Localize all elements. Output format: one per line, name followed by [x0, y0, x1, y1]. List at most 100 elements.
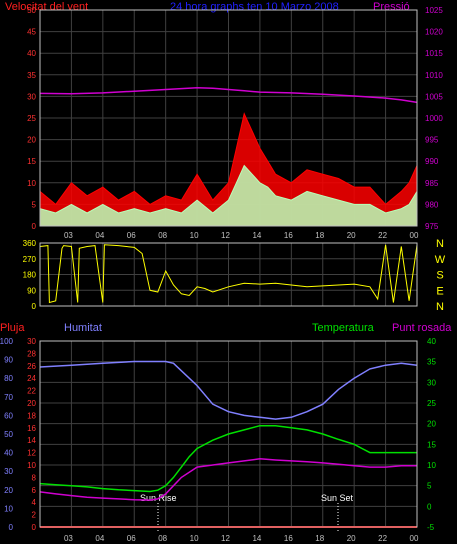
temperature-y-axis: -5 0 5 10 15 20 25 30 35 40 [427, 337, 436, 532]
pressure-tick-label: 1025 [425, 6, 443, 15]
pressure-tick-label: 975 [425, 222, 439, 231]
sunset-label: Sun Set [321, 493, 354, 503]
humidity-y-axis: 0 10 20 30 40 50 60 70 80 90 100 [0, 337, 14, 532]
pressure-axis-title: Pressió [373, 1, 410, 13]
temperature-tick-label: -5 [427, 523, 435, 532]
rain-tick-label: 20 [27, 399, 36, 408]
temp-humidity-panel: Pluja Humitat Temperatura Punt rosada 0 1… [0, 322, 452, 543]
wind-tick-label: 20 [27, 136, 36, 145]
hour-tick-label: 20 [347, 534, 356, 543]
temp-grid [40, 340, 418, 528]
humidity-tick-label: 80 [4, 374, 13, 383]
series-punt-rosada [39, 458, 417, 501]
direction-tick-label: 90 [27, 286, 36, 295]
temperature-tick-label: 20 [427, 420, 436, 429]
wind-tick-label: 30 [27, 92, 36, 101]
pressure-y-axis: 975 980 985 990 995 1000 1005 1010 1015 1020 1025 [425, 6, 443, 231]
wind-tick-label: 40 [27, 49, 36, 58]
hour-tick-label: 10 [190, 534, 199, 543]
compass-label: N [436, 238, 444, 250]
hour-tick-label: 14 [252, 231, 261, 240]
hour-tick-label: 22 [378, 534, 387, 543]
rain-tick-label: 6 [32, 486, 37, 495]
compass-label: W [435, 254, 446, 266]
humidity-tick-label: 90 [4, 356, 13, 365]
rain-tick-label: 28 [27, 349, 36, 358]
temperature-tick-label: 15 [427, 440, 436, 449]
temperature-tick-label: 40 [427, 337, 436, 346]
temperature-tick-label: 25 [427, 399, 436, 408]
compass-label: N [436, 301, 444, 313]
hour-tick-label: 10 [190, 231, 199, 240]
hour-tick-label: 03 [64, 534, 73, 543]
hour-tick-label: 14 [252, 534, 261, 543]
temperature-tick-label: 10 [427, 461, 436, 470]
direction-plot-frame [39, 242, 418, 307]
rain-axis-title: Pluja [0, 322, 25, 334]
rain-tick-label: 2 [32, 511, 37, 520]
rain-tick-label: 0 [32, 523, 37, 532]
chart-title: 24 hora graphs ten 10 Marzo 2008 [170, 1, 339, 13]
humidity-tick-label: 50 [4, 430, 13, 439]
humidity-tick-label: 20 [4, 486, 13, 495]
hour-tick-label: 08 [158, 534, 167, 543]
temperature-axis-title: Temperatura [312, 322, 375, 334]
humidity-tick-label: 70 [4, 393, 13, 402]
temperature-tick-label: 5 [427, 482, 432, 491]
hour-tick-label: 00 [410, 534, 419, 543]
direction-tick-label: 180 [23, 271, 37, 280]
series-pressure [39, 87, 418, 104]
hour-tick-label: 06 [127, 231, 136, 240]
direction-y-axis: 360 270 180 90 0 [23, 239, 37, 311]
compass-label: E [436, 285, 443, 297]
pressure-tick-label: 1015 [425, 49, 443, 58]
wind-pressure-series [39, 87, 418, 227]
humidity-tick-label: 60 [4, 411, 13, 420]
wind-pressure-panel: Velocitat del vent 24 hora graphs ten 10… [5, 1, 443, 240]
series-humitat [39, 360, 418, 420]
wind-tick-label: 0 [32, 222, 37, 231]
rain-tick-label: 22 [27, 387, 36, 396]
wind-speed-y-axis: 0 5 10 15 20 25 30 35 40 45 50 [27, 6, 36, 231]
wind-tick-label: 25 [27, 114, 36, 123]
wind-tick-label: 10 [27, 179, 36, 188]
hour-tick-label: 04 [95, 231, 104, 240]
humidity-tick-label: 0 [9, 523, 14, 532]
dew-point-axis-title: Punt rosada [392, 322, 452, 334]
humidity-tick-label: 30 [4, 467, 13, 476]
wind-tick-label: 50 [27, 6, 36, 15]
wind-tick-label: 5 [32, 200, 37, 209]
humidity-tick-label: 100 [0, 337, 14, 346]
series-temperatura [39, 424, 417, 493]
humidity-tick-label: 10 [4, 504, 13, 513]
wind-speed-axis-title: Velocitat del vent [5, 1, 88, 13]
wind-plot-frame [39, 9, 418, 227]
pressure-tick-label: 1010 [425, 71, 443, 80]
rain-tick-label: 12 [27, 449, 36, 458]
direction-tick-label: 0 [32, 302, 37, 311]
temperature-tick-label: 35 [427, 358, 436, 367]
temperature-tick-label: 0 [427, 502, 432, 511]
hour-tick-label: 08 [158, 231, 167, 240]
hour-tick-label: 18 [315, 231, 324, 240]
hour-tick-label: 00 [410, 231, 419, 240]
rain-tick-label: 4 [32, 498, 37, 507]
temp-x-axis: 03 04 06 08 10 12 14 16 18 20 22 00 [64, 534, 419, 543]
humidity-tick-label: 40 [4, 449, 13, 458]
compass-label: S [436, 270, 443, 282]
pressure-tick-label: 995 [425, 136, 439, 145]
hour-tick-label: 16 [284, 534, 293, 543]
direction-tick-label: 360 [23, 239, 37, 248]
rain-tick-label: 26 [27, 362, 36, 371]
wind-x-axis: 03 04 06 08 10 12 14 16 18 20 22 00 [64, 231, 419, 240]
direction-series [39, 244, 418, 304]
rain-tick-label: 8 [32, 473, 37, 482]
rain-tick-label: 24 [27, 374, 36, 383]
hour-tick-label: 03 [64, 231, 73, 240]
hour-tick-label: 12 [221, 231, 230, 240]
hour-tick-label: 16 [284, 231, 293, 240]
pressure-tick-label: 980 [425, 200, 439, 209]
